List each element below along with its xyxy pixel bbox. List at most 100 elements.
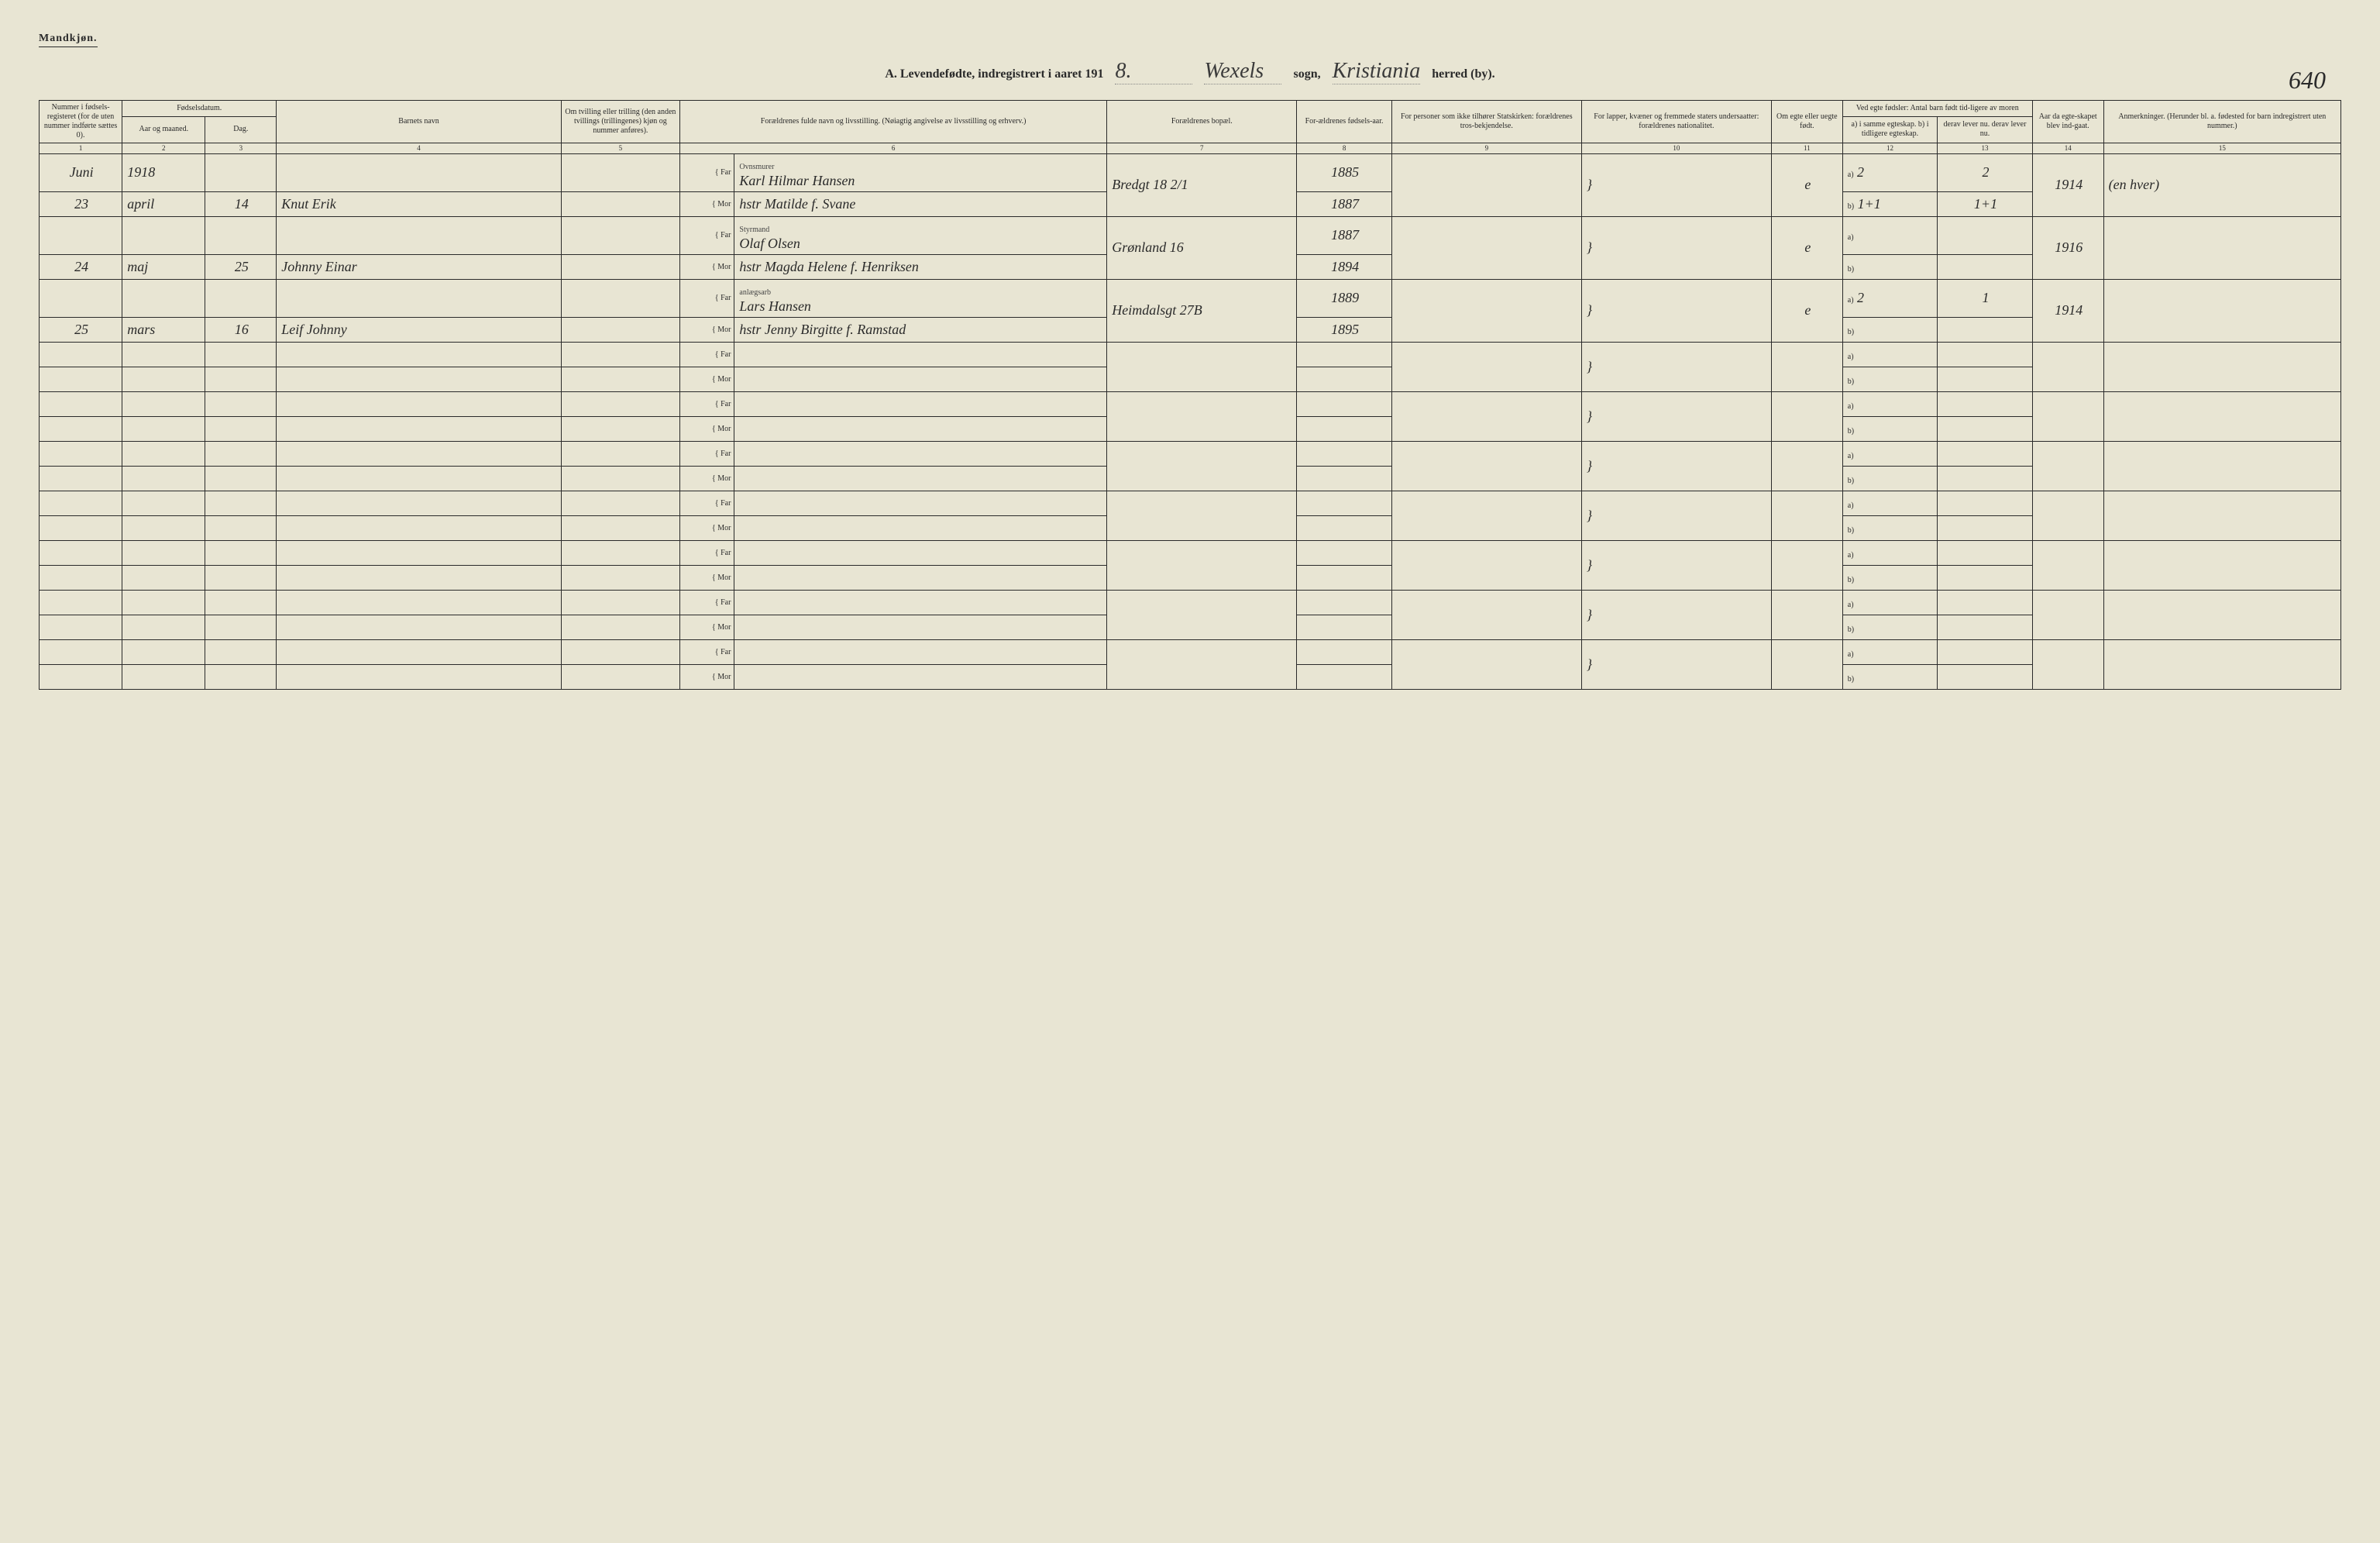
father-name: StyrmandOlaf Olsen	[734, 216, 1107, 254]
colnum-9: 9	[1391, 143, 1581, 154]
col-9-header: For personer som ikke tilhører Statskirk…	[1391, 101, 1581, 143]
mother-name: hstr Jenny Birgitte f. Ramstad	[734, 317, 1107, 342]
colnum-13: 13	[1938, 143, 2033, 154]
entry-row-far: { FaranlægsarbLars HansenHeimdalsgt 27B1…	[40, 279, 2341, 317]
mor-label: { Mor	[679, 191, 734, 216]
empty-row-far: { Far}a)	[40, 491, 2341, 515]
entry-row-far: Juni1918{ FarOvnsmurerKarl Hilmar Hansen…	[40, 153, 2341, 191]
marriage-year: 1916	[2032, 216, 2103, 279]
entry-day: 25	[205, 254, 277, 279]
col-8-header: For-ældrenes fødsels-aar.	[1297, 101, 1392, 143]
child-name: Knut Erik	[277, 191, 562, 216]
a-same-live	[1938, 216, 2033, 254]
sogn-value: Wexels	[1204, 59, 1281, 84]
a-same-live: 1	[1938, 279, 2033, 317]
entry-nr-note	[40, 216, 122, 254]
entry-month: april	[122, 191, 205, 216]
entry-religion	[1391, 279, 1581, 342]
sogn-label: sogn,	[1293, 67, 1320, 81]
herred-label: herred (by).	[1432, 67, 1494, 81]
father-birthyear: 1887	[1297, 216, 1392, 254]
a-same-live: 2	[1938, 153, 2033, 191]
colnum-8: 8	[1297, 143, 1392, 154]
title-year-suffix: 8.	[1115, 59, 1192, 84]
colnum-6: 6	[679, 143, 1106, 154]
colnum-15: 15	[2103, 143, 2340, 154]
empty-row-far: { Far}a)	[40, 590, 2341, 615]
far-label: { Far	[679, 391, 734, 416]
entry-egte: e	[1771, 279, 1842, 342]
mother-name: hstr Magda Helene f. Henriksen	[734, 254, 1107, 279]
col-11-header: Om egte eller uegte født.	[1771, 101, 1842, 143]
mother-name: hstr Matilde f. Svane	[734, 191, 1107, 216]
entry-egte: e	[1771, 216, 1842, 279]
father-name: anlægsarbLars Hansen	[734, 279, 1107, 317]
col-12-13-group: Ved egte fødsler: Antal barn født tid-li…	[1842, 101, 2032, 117]
herred-value: Kristiania	[1333, 59, 1421, 84]
far-label: { Far	[679, 590, 734, 615]
col-6-header: Forældrenes fulde navn og livsstilling. …	[679, 101, 1106, 143]
entry-nationality: }	[1581, 153, 1771, 216]
entry-nr: 23	[40, 191, 122, 216]
b-prev-live	[1938, 317, 2033, 342]
entry-nationality: }	[1581, 279, 1771, 342]
a-same: a)	[1842, 216, 1938, 254]
entry-nr-note	[40, 279, 122, 317]
entry-day: 16	[205, 317, 277, 342]
mor-label: { Mor	[679, 254, 734, 279]
title-row: A. Levendefødte, indregistrert i aaret 1…	[39, 59, 2341, 84]
entry-year	[122, 279, 205, 317]
mor-label: { Mor	[679, 565, 734, 590]
col-3-header: Dag.	[205, 116, 277, 143]
marriage-year: 1914	[2032, 279, 2103, 342]
col-13-header: derav lever nu. derav lever nu.	[1938, 116, 2033, 143]
far-label: { Far	[679, 153, 734, 191]
child-name: Johnny Einar	[277, 254, 562, 279]
mor-label: { Mor	[679, 664, 734, 689]
col-5-header: Om tvilling eller trilling (den anden tv…	[561, 101, 679, 143]
entry-remarks: (en hver)	[2103, 153, 2340, 216]
colnum-2: 2	[122, 143, 205, 154]
entry-month: maj	[122, 254, 205, 279]
mor-label: { Mor	[679, 416, 734, 441]
entry-religion	[1391, 216, 1581, 279]
colnum-1: 1	[40, 143, 122, 154]
empty-row-far: { Far}a)	[40, 441, 2341, 466]
entry-nationality: }	[1581, 216, 1771, 279]
entry-month: mars	[122, 317, 205, 342]
page-number: 640	[2289, 66, 2326, 95]
entry-nr: 24	[40, 254, 122, 279]
col-1-header: Nummer i fødsels-registeret (for de uten…	[40, 101, 122, 143]
colnum-4: 4	[277, 143, 562, 154]
table-header: Nummer i fødsels-registeret (for de uten…	[40, 101, 2341, 154]
colnum-10: 10	[1581, 143, 1771, 154]
col-14-header: Aar da egte-skapet blev ind-gaat.	[2032, 101, 2103, 143]
col-2-header: Aar og maaned.	[122, 116, 205, 143]
colnum-7: 7	[1107, 143, 1297, 154]
entry-day: 14	[205, 191, 277, 216]
mother-birthyear: 1895	[1297, 317, 1392, 342]
b-prev: b)	[1842, 317, 1938, 342]
col-2-3-group: Fødselsdatum.	[122, 101, 277, 117]
title-prefix: A. Levendefødte, indregistrert i aaret 1…	[885, 67, 1103, 81]
mor-label: { Mor	[679, 615, 734, 639]
empty-row-far: { Far}a)	[40, 540, 2341, 565]
father-name: OvnsmurerKarl Hilmar Hansen	[734, 153, 1107, 191]
child-name: Leif Johnny	[277, 317, 562, 342]
entry-egte: e	[1771, 153, 1842, 216]
b-prev-live	[1938, 254, 2033, 279]
father-birthyear: 1885	[1297, 153, 1392, 191]
col-10-header: For lapper, kvæner og fremmede staters u…	[1581, 101, 1771, 143]
entry-row-far: { FarStyrmandOlaf OlsenGrønland 161887}e…	[40, 216, 2341, 254]
far-label: { Far	[679, 279, 734, 317]
entry-address: Heimdalsgt 27B	[1107, 279, 1297, 342]
b-prev: b) 1+1	[1842, 191, 1938, 216]
mother-birthyear: 1894	[1297, 254, 1392, 279]
empty-row-far: { Far}a)	[40, 391, 2341, 416]
mor-label: { Mor	[679, 515, 734, 540]
col-12-header: a) i samme egteskap. b) i tidligere egte…	[1842, 116, 1938, 143]
far-label: { Far	[679, 540, 734, 565]
table-body: Juni1918{ FarOvnsmurerKarl Hilmar Hansen…	[40, 153, 2341, 689]
mother-birthyear: 1887	[1297, 191, 1392, 216]
entry-address: Bredgt 18 2/1	[1107, 153, 1297, 216]
